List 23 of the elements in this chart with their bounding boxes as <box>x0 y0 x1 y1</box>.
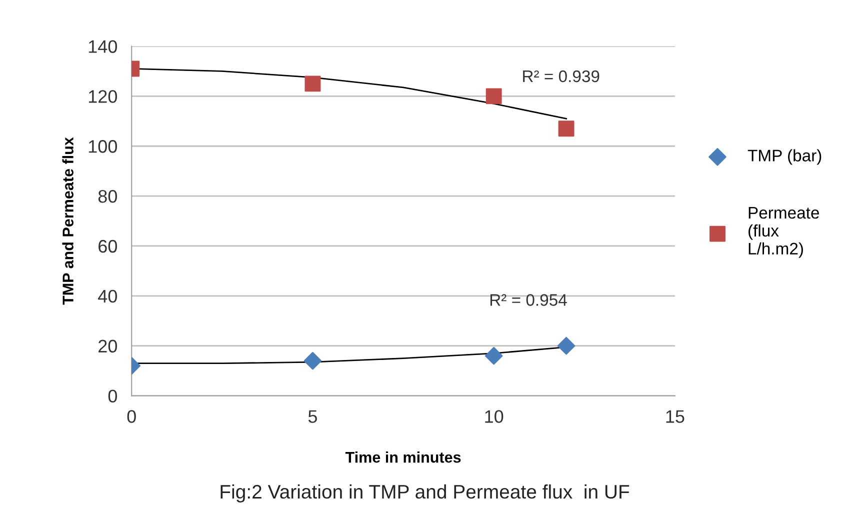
y-tick-label: 80 <box>98 190 117 203</box>
point <box>557 336 576 355</box>
legend-label: TMP (bar) <box>748 149 822 165</box>
y-tick-label: 0 <box>108 390 117 402</box>
point <box>486 88 502 104</box>
y-tick-label: 100 <box>88 140 118 153</box>
y-tick-label: 140 <box>88 40 118 53</box>
y-tick-label: 40 <box>98 290 117 303</box>
y-tick-label: 20 <box>98 340 117 353</box>
legend-label: Permeate (flux L/h.m2) <box>748 207 820 258</box>
x-axis-title: Time in minutes <box>345 452 461 463</box>
x-tick-label: 0 <box>127 410 136 423</box>
point <box>558 120 574 137</box>
x-tick-label: 5 <box>308 410 317 423</box>
y-axis-title: TMP and Permeate flux <box>62 137 74 305</box>
y-tick-label: 120 <box>88 90 118 103</box>
x-tick-label: 15 <box>666 410 684 423</box>
x-tick-label: 10 <box>485 410 504 423</box>
y-tick-label: 60 <box>98 240 117 253</box>
annotation: R² = 0.939 <box>523 70 600 82</box>
annotation: R² = 0.954 <box>490 294 567 306</box>
point <box>484 346 503 365</box>
text: Fig:2 Variation in TMP and Permeate flux in UF <box>220 484 630 503</box>
